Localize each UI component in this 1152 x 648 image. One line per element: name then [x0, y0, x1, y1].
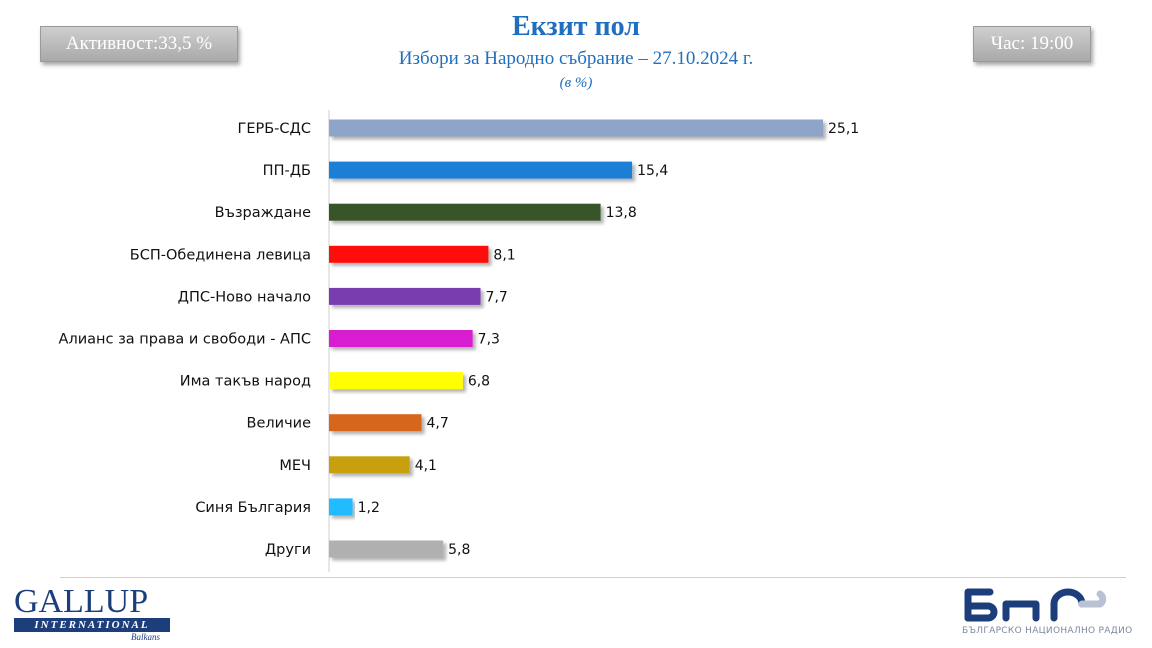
- bar: [329, 203, 601, 221]
- bar: [329, 161, 633, 179]
- bnr-emblem-icon: [964, 588, 1107, 622]
- value-label: 13,8: [606, 205, 637, 221]
- bnr-logo: БЪЛГАРСКО НАЦИОНАЛНО РАДИО: [954, 582, 1134, 644]
- footer-divider: [60, 577, 1126, 578]
- value-label: 8,1: [493, 247, 515, 263]
- category-label: ГЕРБ-СДС: [237, 121, 311, 137]
- bar: [329, 414, 422, 432]
- value-label: 25,1: [828, 121, 859, 137]
- chart-title: Екзит пол: [511, 11, 641, 42]
- value-label: 1,2: [358, 500, 380, 516]
- category-label: Алианс за права и свободи - АПС: [59, 332, 311, 348]
- value-label: 5,8: [448, 542, 470, 558]
- value-label: 4,7: [427, 416, 449, 432]
- unit-label: (в %): [559, 75, 593, 91]
- bar: [329, 245, 489, 263]
- category-label: Други: [265, 542, 311, 558]
- bar: [329, 330, 473, 347]
- category-label: Има такъв народ: [180, 374, 311, 390]
- chart-subtitle: Избори за Народно събрание – 27.10.2024 …: [398, 48, 754, 69]
- bar: [329, 456, 410, 474]
- value-label: 7,3: [478, 332, 500, 348]
- time-badge: Час: 19:00: [973, 26, 1091, 62]
- bar: [329, 287, 481, 305]
- bnr-subtitle: БЪЛГАРСКО НАЦИОНАЛНО РАДИО: [962, 626, 1133, 636]
- bar: [329, 119, 823, 137]
- category-label: ДПС-Ново начало: [178, 289, 311, 305]
- category-label: Възраждане: [215, 205, 311, 221]
- category-label: Синя България: [195, 500, 311, 516]
- category-label: БСП-Обединена левица: [130, 247, 311, 263]
- value-label: 15,4: [637, 163, 668, 179]
- value-label: 4,1: [415, 458, 437, 474]
- gallup-wordmark: GALLUP: [14, 583, 149, 620]
- category-label: МЕЧ: [279, 458, 311, 474]
- gallup-logo: GALLUP INTERNATIONAL Balkans: [14, 583, 174, 646]
- value-label: 7,7: [486, 289, 508, 305]
- category-label: ПП-ДБ: [263, 163, 311, 179]
- turnout-badge: Активност:33,5 %: [40, 26, 238, 62]
- gallup-sub: Balkans: [131, 632, 160, 642]
- value-label: 6,8: [468, 374, 490, 390]
- gallup-band: INTERNATIONAL: [14, 618, 170, 632]
- bar-chart: ГЕРБ-СДС 25,1 ПП-ДБ 15,4 Възраждане 13,8 БСП-О…: [59, 110, 859, 572]
- bar: [329, 540, 444, 558]
- bar: [329, 372, 463, 390]
- bar: [329, 498, 353, 516]
- category-label: Величие: [247, 416, 312, 432]
